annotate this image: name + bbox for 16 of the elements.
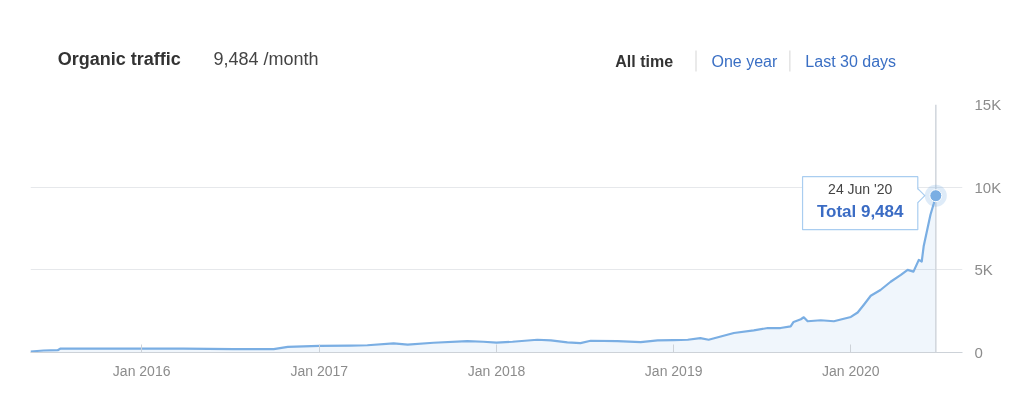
text: All time <box>615 53 674 70</box>
y-tick-label: 0 <box>974 344 983 361</box>
y-tick-label: 15K <box>974 96 1002 113</box>
chart-title: Organic traffic <box>57 48 181 69</box>
x-tick-label: Jan 2018 <box>467 362 526 379</box>
y-tick-label: 10K <box>974 178 1002 196</box>
annotation: 24 Jun '20 <box>828 180 893 197</box>
text: One year <box>711 53 778 70</box>
chart-subtitle: 9,484 /month <box>213 48 319 69</box>
x-tick-label: Jan 2017 <box>290 362 349 379</box>
x-tick-label: Jan 2016 <box>112 362 171 379</box>
x-tick-label: Jan 2020 <box>822 362 880 379</box>
annotation: Total 9,484 <box>816 202 905 222</box>
text: Last 30 days <box>805 53 897 70</box>
x-tick-label: Jan 2019 <box>644 362 703 379</box>
y-tick-label: 5K <box>974 261 993 279</box>
